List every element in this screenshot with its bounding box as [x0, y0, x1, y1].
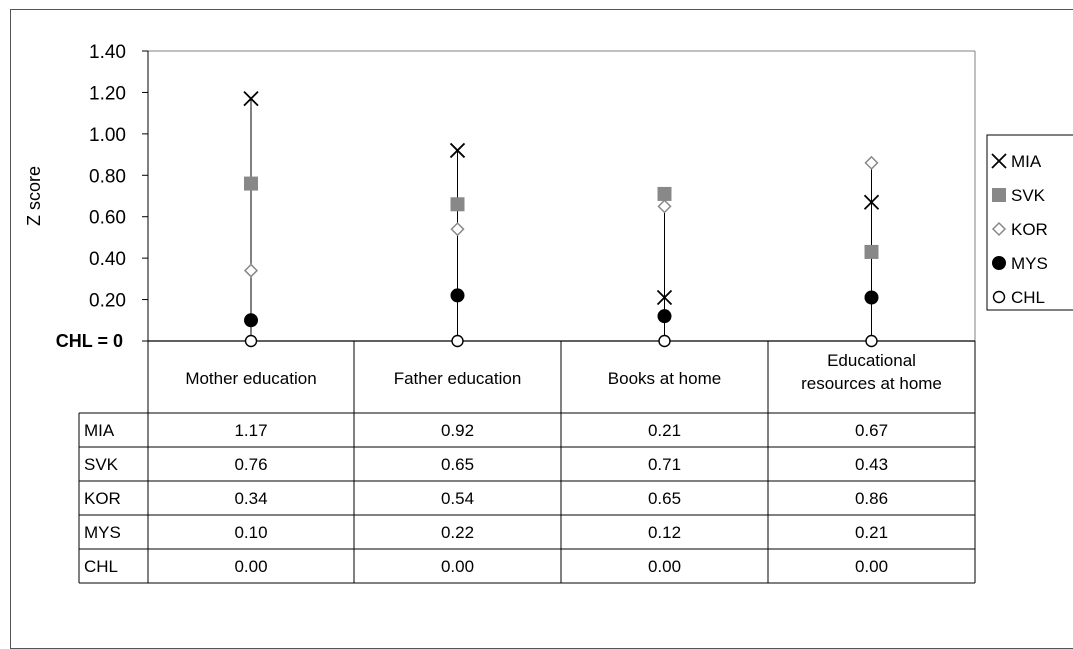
table-cell: 0.21: [648, 421, 681, 440]
legend-marker-kor: [991, 221, 1007, 237]
table-cell: 0.92: [441, 421, 474, 440]
table-cell: 0.86: [855, 489, 888, 508]
table-cell: 0.00: [648, 557, 681, 576]
point-svk: [864, 244, 879, 259]
point-mys: [450, 288, 465, 303]
legend-label-mia: MIA: [1011, 152, 1042, 171]
category-label: Books at home: [608, 369, 721, 388]
table-cell: 0.22: [441, 523, 474, 542]
table-row-header: CHL: [84, 557, 118, 576]
point-svk: [244, 176, 258, 191]
y-tick-label: 0.20: [89, 291, 126, 312]
point-kor: [243, 263, 259, 278]
table-cell: 0.00: [234, 557, 267, 576]
table-cell: 0.54: [441, 489, 474, 508]
baseline-label: CHL = 0: [56, 331, 123, 351]
table-cell: 0.76: [234, 455, 267, 474]
table-cell: 0.65: [441, 455, 474, 474]
point-kor: [657, 199, 672, 214]
category-label: Mother education: [185, 369, 316, 388]
legend-marker-mia: [991, 153, 1007, 169]
y-axis-label: Z score: [24, 166, 44, 226]
y-tick-label: 0.40: [89, 249, 126, 270]
point-svk: [657, 186, 672, 201]
y-tick-label: 0.80: [89, 166, 126, 187]
legend-label-kor: KOR: [1011, 220, 1048, 239]
table-row-header: MYS: [84, 523, 121, 542]
table-cell: 0.65: [648, 489, 681, 508]
category-label: Father education: [394, 369, 522, 388]
legend-marker-chl: [992, 290, 1006, 304]
point-mys: [657, 309, 672, 324]
y-tick-label: 1.40: [89, 42, 126, 63]
chart-svg: 1.40 1.20 1.00 0.80 0.60 0.40 0.20 Mother educa…: [24, 42, 1073, 584]
category-label: Educational resources at home: [801, 351, 942, 393]
point-chl: [658, 334, 671, 348]
y-tick-label: 1.00: [89, 125, 126, 146]
point-kor: [864, 155, 879, 170]
table-cell: 0.67: [855, 421, 888, 440]
table-cell: 0.12: [648, 523, 681, 542]
legend-marker-svk: [992, 188, 1006, 202]
legend-label-svk: SVK: [1011, 186, 1046, 205]
point-mys: [864, 290, 879, 305]
point-chl: [451, 334, 464, 348]
legend-label-mys: MYS: [1011, 254, 1048, 273]
table-row-header: KOR: [84, 489, 121, 508]
point-svk: [450, 197, 465, 212]
point-kor: [450, 222, 465, 237]
point-chl: [865, 334, 878, 348]
point-mia: [243, 91, 259, 107]
table-cell: 0.00: [441, 557, 474, 576]
legend-label-chl: CHL: [1011, 288, 1045, 307]
point-chl: [244, 334, 258, 348]
table-cell: 0.43: [855, 455, 888, 474]
y-tick-label: 1.20: [89, 83, 126, 104]
table-cell: 1.17: [234, 421, 267, 440]
point-mia: [449, 142, 466, 159]
table-row-header: MIA: [84, 421, 115, 440]
table-cell: 0.00: [855, 557, 888, 576]
point-mia: [656, 289, 673, 306]
point-mys: [244, 313, 258, 328]
table-cell: 0.21: [855, 523, 888, 542]
table-row-header: SVK: [84, 455, 119, 474]
point-mia: [863, 194, 880, 210]
legend-marker-mys: [992, 256, 1006, 270]
table-cell: 0.10: [234, 523, 267, 542]
table-cell: 0.34: [234, 489, 267, 508]
table-cell: 0.71: [648, 455, 681, 474]
y-tick-label: 0.60: [89, 208, 126, 229]
